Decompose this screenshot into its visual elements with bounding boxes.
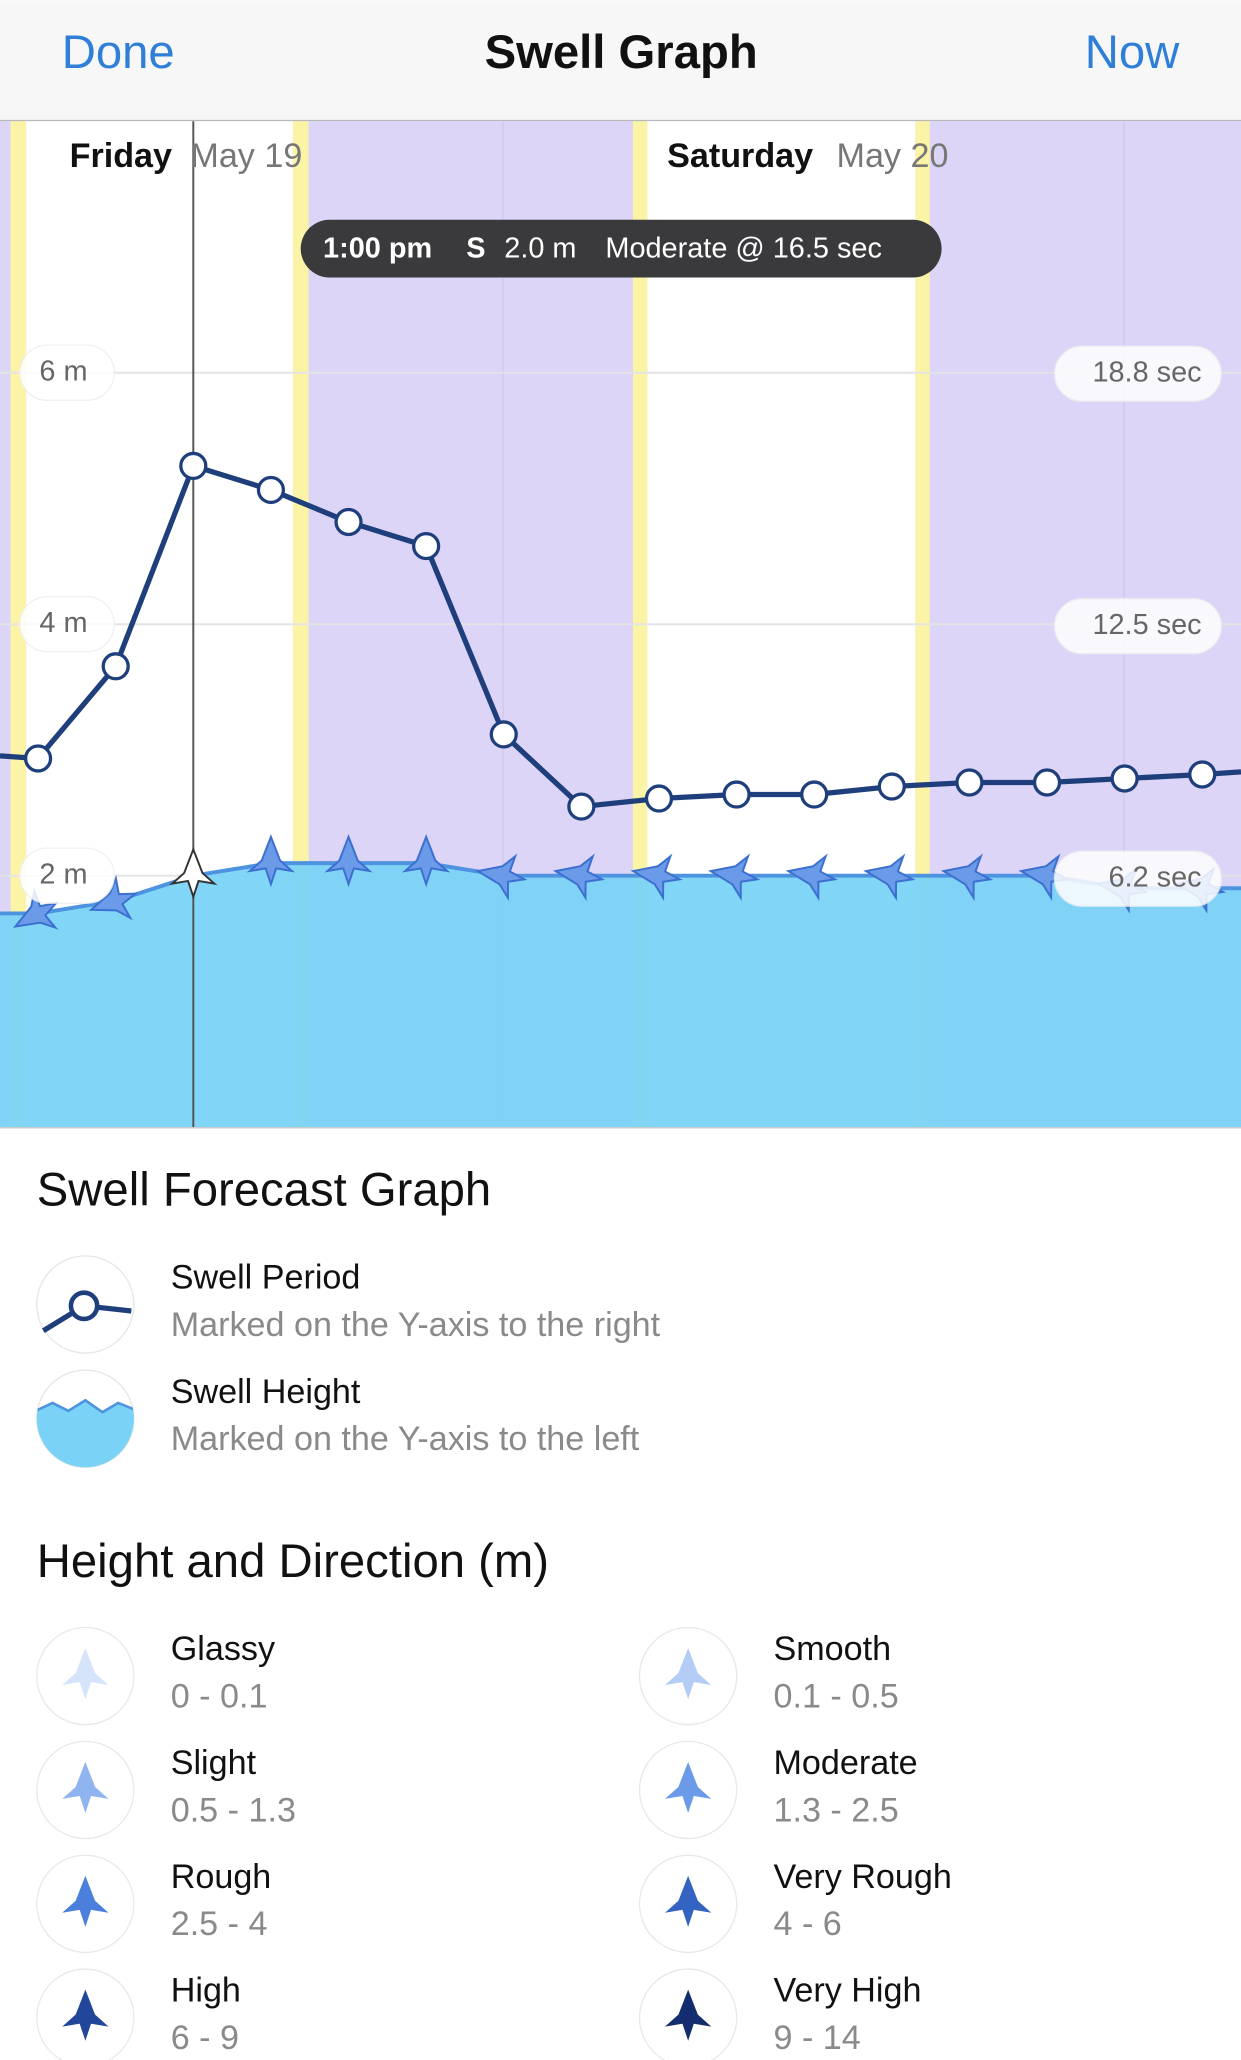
y2-tick-pill bbox=[1053, 850, 1222, 907]
y2-tick-label: 18.8 sec bbox=[1092, 356, 1201, 388]
legend-title: Swell Forecast Graph bbox=[37, 1163, 491, 1216]
day-name: Friday bbox=[70, 137, 172, 175]
level-arrow bbox=[664, 1875, 712, 1927]
level-name: Very Rough bbox=[773, 1858, 951, 1896]
direction-arrow bbox=[475, 853, 528, 902]
level-range: 4 - 6 bbox=[773, 1905, 841, 1943]
level-range: 0.5 - 1.3 bbox=[171, 1791, 296, 1829]
direction-arrow bbox=[552, 853, 606, 902]
legend-height-area bbox=[36, 1398, 134, 1468]
level-arrow bbox=[62, 1648, 109, 1700]
nav-bar bbox=[0, 0, 1241, 122]
tooltip-time: 1:00 pm bbox=[323, 233, 432, 265]
nav-title: Swell Graph bbox=[485, 26, 758, 79]
period-point bbox=[489, 720, 518, 749]
period-point bbox=[256, 475, 286, 505]
scale-grid: Glassy 0 - 0.1 Smooth 0.1 - 0.5 Slight 0.5 - … bbox=[36, 1626, 952, 2060]
y2-tick-pill bbox=[1053, 345, 1222, 402]
level-name: Very High bbox=[773, 1972, 921, 2010]
direction-arrow bbox=[169, 846, 218, 900]
period-point bbox=[567, 792, 596, 821]
legend: Swell Forecast Graph Swell Period Marked … bbox=[36, 1163, 661, 1468]
level-arrow bbox=[664, 1761, 712, 1814]
tooltip-height: 2.0 m bbox=[504, 233, 576, 265]
direction-arrow bbox=[630, 853, 683, 902]
level-range: 2.5 - 4 bbox=[171, 1905, 268, 1943]
period-point bbox=[101, 652, 130, 681]
level-range: 0.1 - 0.5 bbox=[773, 1677, 898, 1715]
level-arrow bbox=[62, 1875, 109, 1927]
legend-description: Marked on the Y-axis to the right bbox=[171, 1306, 661, 1344]
level-name: Rough bbox=[171, 1858, 272, 1896]
day-name: Saturday bbox=[667, 137, 813, 175]
level-range: 0 - 0.1 bbox=[171, 1677, 268, 1715]
level-name: Glassy bbox=[171, 1630, 275, 1668]
scale-title: Height and Direction (m) bbox=[37, 1535, 549, 1588]
level-name: High bbox=[171, 1972, 241, 2010]
direction-arrow bbox=[863, 853, 916, 902]
legend-name: Swell Height bbox=[171, 1373, 361, 1411]
y-tick-label: 6 m bbox=[39, 355, 87, 387]
day-date: May 19 bbox=[190, 137, 302, 175]
legend-name: Swell Period bbox=[171, 1259, 361, 1297]
tooltip-direction: S bbox=[466, 233, 485, 265]
level-range: 6 - 9 bbox=[171, 2019, 239, 2057]
legend-period-dot bbox=[68, 1290, 100, 1322]
level-name: Moderate bbox=[773, 1744, 917, 1782]
level-arrow bbox=[664, 1648, 712, 1700]
period-point bbox=[644, 784, 674, 813]
level-arrow bbox=[664, 1989, 712, 2041]
y2-tick-label: 12.5 sec bbox=[1092, 609, 1201, 641]
y2-tick-label: 6.2 sec bbox=[1108, 861, 1201, 893]
period-point bbox=[1188, 760, 1217, 789]
legend-description: Marked on the Y-axis to the left bbox=[171, 1420, 640, 1458]
direction-arrow bbox=[324, 834, 373, 888]
direction-arrow bbox=[785, 853, 838, 902]
period-point bbox=[722, 780, 751, 809]
y-tick-pill bbox=[19, 344, 115, 401]
level-range: 1.3 - 2.5 bbox=[773, 1791, 898, 1829]
chart: 2 m 4 m 6 m 6.2 sec 12.5 sec 18.8 sec Friday Ma… bbox=[0, 121, 1241, 1128]
period-point bbox=[877, 772, 906, 801]
direction-arrow bbox=[401, 834, 451, 888]
period-point bbox=[1032, 768, 1062, 797]
direction-arrow bbox=[246, 834, 296, 888]
direction-arrow bbox=[940, 853, 994, 902]
y-tick-label: 2 m bbox=[39, 858, 87, 890]
level-name: Slight bbox=[171, 1744, 257, 1782]
tooltip-bg bbox=[300, 219, 942, 278]
period-point bbox=[23, 744, 53, 773]
period-point bbox=[1110, 764, 1139, 793]
direction-arrow bbox=[708, 853, 761, 902]
period-point bbox=[800, 780, 829, 809]
period-point bbox=[955, 768, 984, 797]
day-date: May 20 bbox=[837, 137, 949, 175]
tooltip-description: Moderate @ 16.5 sec bbox=[605, 233, 881, 265]
y-tick-label: 4 m bbox=[39, 607, 87, 639]
period-point bbox=[412, 531, 441, 561]
now-button[interactable]: Now bbox=[1085, 26, 1180, 79]
level-range: 9 - 14 bbox=[773, 2019, 860, 2057]
level-arrow bbox=[62, 1761, 109, 1814]
level-name: Smooth bbox=[773, 1630, 891, 1668]
period-point bbox=[179, 451, 208, 481]
level-arrow bbox=[62, 1989, 109, 2041]
y-tick-pill bbox=[19, 847, 115, 904]
done-button[interactable]: Done bbox=[62, 26, 175, 79]
y-tick-pill bbox=[19, 595, 115, 653]
y2-tick-pill bbox=[1053, 597, 1222, 655]
period-point bbox=[334, 507, 363, 537]
height-area bbox=[0, 863, 1241, 1128]
